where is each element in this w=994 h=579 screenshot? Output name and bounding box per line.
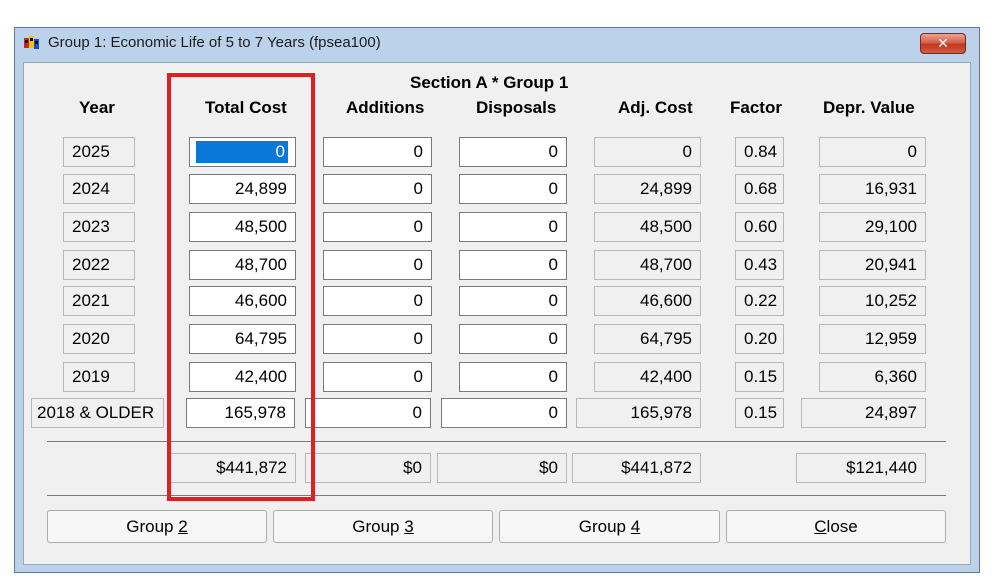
group-4-button[interactable]: Group 4 bbox=[499, 510, 720, 543]
adj-cost-cell: 46,600 bbox=[594, 286, 701, 316]
year-cell: 2024 bbox=[63, 174, 135, 204]
year-cell: 2025 bbox=[63, 137, 135, 167]
total-cost-input[interactable]: 42,400 bbox=[189, 362, 296, 392]
title-bar: Group 1: Economic Life of 5 to 7 Years (… bbox=[15, 28, 979, 60]
section-title: Section A * Group 1 bbox=[410, 73, 569, 92]
disposals-input[interactable]: 0 bbox=[441, 398, 567, 428]
factor-cell: 0.15 bbox=[735, 362, 784, 392]
adj-cost-cell: 24,899 bbox=[594, 174, 701, 204]
adj-cost-cell: 42,400 bbox=[594, 362, 701, 392]
depr-value-cell: 0 bbox=[819, 137, 926, 167]
additions-input[interactable]: 0 bbox=[323, 362, 432, 392]
buttons-divider bbox=[47, 495, 946, 496]
depr-value-cell: 12,959 bbox=[819, 324, 926, 354]
total-cost-input[interactable]: 48,500 bbox=[189, 212, 296, 242]
disposals-input[interactable]: 0 bbox=[459, 324, 567, 354]
group-3-button-label: Group bbox=[352, 517, 405, 536]
header-additions: Additions bbox=[346, 98, 425, 117]
factor-cell: 0.84 bbox=[735, 137, 784, 167]
additions-input[interactable]: 0 bbox=[323, 174, 432, 204]
group-3-button-accel: 3 bbox=[404, 517, 414, 536]
header-factor: Factor bbox=[730, 98, 782, 117]
year-cell: 2021 bbox=[63, 286, 135, 316]
header-depr-value: Depr. Value bbox=[823, 98, 915, 117]
disposals-input[interactable]: 0 bbox=[459, 212, 567, 242]
depr-value-cell: 20,941 bbox=[819, 250, 926, 280]
additions-input[interactable]: 0 bbox=[323, 324, 432, 354]
total-cost-input[interactable]: 0 bbox=[189, 137, 296, 167]
adj-cost-cell: 0 bbox=[594, 137, 701, 167]
disposals-input[interactable]: 0 bbox=[459, 286, 567, 316]
disposals-input[interactable]: 0 bbox=[459, 250, 567, 280]
group-3-button[interactable]: Group 3 bbox=[273, 510, 493, 543]
factor-cell: 0.43 bbox=[735, 250, 784, 280]
depr-value-cell: 29,100 bbox=[819, 212, 926, 242]
disposals-input[interactable]: 0 bbox=[459, 174, 567, 204]
factor-cell: 0.20 bbox=[735, 324, 784, 354]
depr-value-cell: 6,360 bbox=[819, 362, 926, 392]
depr-value-sum: $121,440 bbox=[796, 453, 926, 483]
factor-cell: 0.22 bbox=[735, 286, 784, 316]
header-total-cost: Total Cost bbox=[205, 98, 287, 117]
depr-value-cell: 10,252 bbox=[819, 286, 926, 316]
group-2-button-accel: 2 bbox=[178, 517, 188, 536]
disposals-input[interactable]: 0 bbox=[459, 137, 567, 167]
header-disposals: Disposals bbox=[476, 98, 557, 117]
factor-cell: 0.15 bbox=[735, 398, 784, 428]
total-cost-selection: 0 bbox=[196, 141, 288, 163]
group-2-button[interactable]: Group 2 bbox=[47, 510, 267, 543]
additions-input[interactable]: 0 bbox=[305, 398, 431, 428]
total-cost-input[interactable]: 48,700 bbox=[189, 250, 296, 280]
depr-value-cell: 24,897 bbox=[801, 398, 926, 428]
adj-cost-cell: 48,500 bbox=[594, 212, 701, 242]
year-cell: 2020 bbox=[63, 324, 135, 354]
factor-cell: 0.68 bbox=[735, 174, 784, 204]
close-button-accel: C bbox=[814, 517, 827, 536]
year-cell: 2018 & OLDER bbox=[31, 398, 164, 428]
factor-cell: 0.60 bbox=[735, 212, 784, 242]
year-cell: 2023 bbox=[63, 212, 135, 242]
adj-cost-cell: 64,795 bbox=[594, 324, 701, 354]
adj-cost-sum: $441,872 bbox=[572, 453, 701, 483]
close-button-label: lose bbox=[826, 517, 858, 536]
totals-divider bbox=[47, 441, 946, 442]
total-cost-input[interactable]: 46,600 bbox=[189, 286, 296, 316]
year-cell: 2019 bbox=[63, 362, 135, 392]
group-4-button-accel: 4 bbox=[630, 517, 641, 536]
additions-input[interactable]: 0 bbox=[323, 137, 432, 167]
total-cost-input[interactable]: 64,795 bbox=[189, 324, 296, 354]
group-4-button-label: Group bbox=[578, 517, 631, 536]
disposals-input[interactable]: 0 bbox=[459, 362, 567, 392]
total-cost-input[interactable]: 165,978 bbox=[186, 398, 295, 428]
header-year: Year bbox=[79, 98, 115, 117]
close-icon: ✕ bbox=[937, 35, 949, 51]
adj-cost-cell: 48,700 bbox=[594, 250, 701, 280]
additions-input[interactable]: 0 bbox=[323, 250, 432, 280]
close-button[interactable]: Close bbox=[726, 510, 946, 543]
window-title: Group 1: Economic Life of 5 to 7 Years (… bbox=[48, 34, 381, 51]
additions-sum: $0 bbox=[305, 453, 431, 483]
group-2-button-label: Group bbox=[126, 517, 179, 536]
additions-input[interactable]: 0 bbox=[323, 286, 432, 316]
window-close-button[interactable]: ✕ bbox=[920, 33, 966, 54]
adj-cost-cell: 165,978 bbox=[576, 398, 701, 428]
app-icon bbox=[24, 36, 39, 49]
total-cost-highlight-box bbox=[167, 73, 315, 501]
additions-input[interactable]: 0 bbox=[323, 212, 432, 242]
total-cost-input[interactable]: 24,899 bbox=[189, 174, 296, 204]
year-cell: 2022 bbox=[63, 250, 135, 280]
header-adj-cost: Adj. Cost bbox=[618, 98, 693, 117]
disposals-sum: $0 bbox=[437, 453, 567, 483]
depr-value-cell: 16,931 bbox=[819, 174, 926, 204]
